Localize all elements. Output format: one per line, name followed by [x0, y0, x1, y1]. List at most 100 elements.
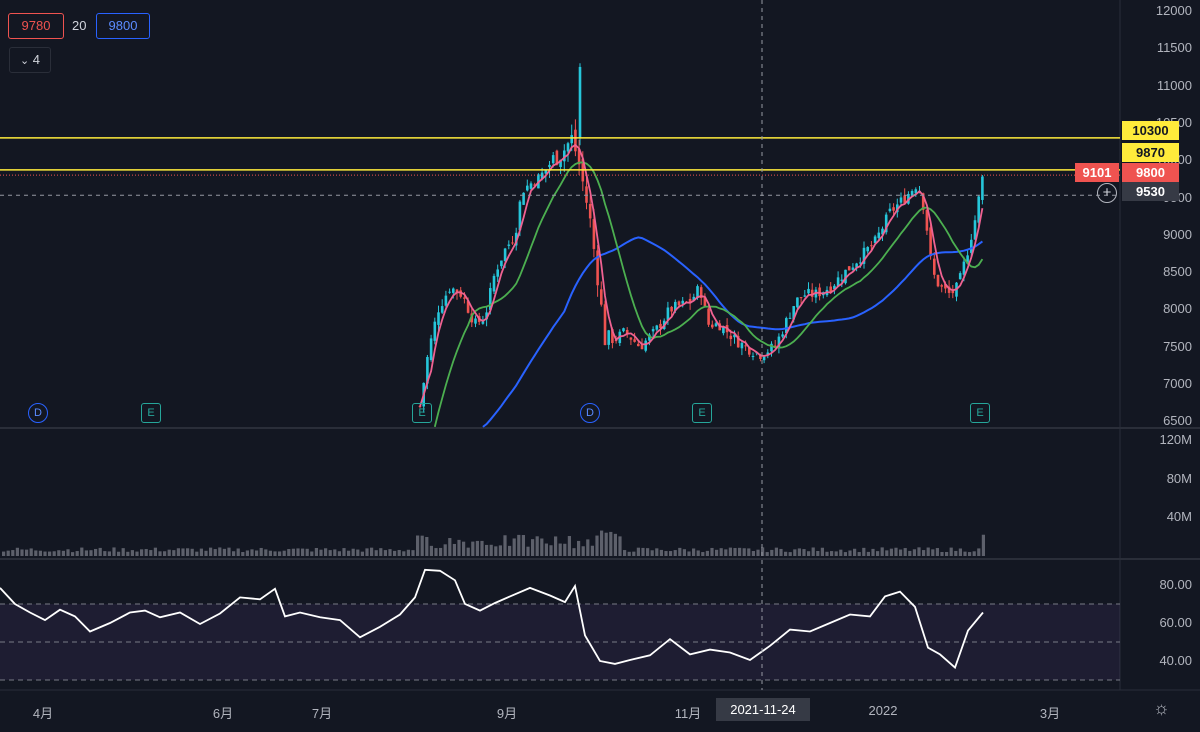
candle-body — [433, 321, 437, 341]
candle-body — [681, 300, 684, 304]
candle-body — [855, 263, 858, 268]
volume-bar — [655, 548, 659, 556]
volume-bar — [526, 546, 530, 556]
volume-bar — [163, 551, 167, 556]
volume-bar — [425, 536, 429, 556]
earnings-marker[interactable]: E — [970, 403, 990, 423]
volume-bar — [80, 547, 84, 556]
volume-bar — [512, 538, 516, 556]
volume-bar — [641, 547, 645, 556]
candle-body — [588, 204, 592, 219]
candle-body — [578, 66, 582, 138]
ma2-value-box[interactable]: 9800 — [96, 13, 150, 39]
earnings-marker[interactable]: E — [141, 403, 161, 423]
volume-bar — [319, 549, 323, 556]
earnings-marker[interactable]: E — [692, 403, 712, 423]
volume-bar — [324, 548, 328, 556]
chevron-down-icon: ⌄ — [19, 55, 30, 67]
volume-bar — [540, 538, 544, 556]
moving-averages — [419, 143, 984, 428]
dividend-marker[interactable]: D — [28, 403, 48, 423]
candle-body — [714, 323, 718, 327]
price-tick: 6500 — [1163, 413, 1192, 429]
candle-body — [840, 279, 844, 281]
candle-body — [722, 326, 725, 334]
volume-bar — [466, 547, 470, 556]
volume-bar — [949, 547, 953, 556]
volume-bar — [710, 547, 714, 556]
volume-bar — [282, 550, 286, 556]
candle-body — [970, 239, 973, 253]
candle-body — [585, 186, 588, 203]
volume-bar — [567, 536, 571, 556]
earnings-marker[interactable]: E — [412, 403, 432, 423]
candle-body — [796, 297, 799, 308]
volume-bar — [848, 550, 852, 556]
candle-body — [448, 291, 451, 293]
candle-body — [677, 301, 681, 306]
volume-bar — [103, 551, 107, 556]
candle-body — [933, 258, 936, 275]
ma-blue-line — [482, 236, 984, 428]
volume-bar — [360, 551, 364, 556]
settings-gear-icon[interactable]: ☼ — [1153, 698, 1170, 718]
volume-bar — [66, 549, 70, 556]
volume-bar — [669, 551, 673, 556]
candle-body — [729, 335, 733, 340]
time-tick: 4月 — [32, 706, 54, 721]
volume-bar — [337, 551, 341, 556]
volume-bar — [853, 548, 857, 556]
price-tick: 11000 — [1156, 77, 1192, 93]
ma2-value: 9800 — [108, 18, 138, 33]
dividend-marker[interactable]: D — [580, 403, 600, 423]
candle-body — [944, 283, 947, 289]
volume-bar — [388, 549, 392, 556]
volume-bar — [259, 547, 263, 556]
candle-body — [851, 267, 855, 270]
volume-bar — [370, 547, 374, 556]
volume-bar — [692, 548, 696, 556]
volume-bar — [25, 549, 29, 556]
volume-bar — [604, 532, 608, 556]
volume-bar — [958, 548, 962, 556]
volume-bar — [2, 551, 6, 556]
volume-bar — [153, 547, 157, 556]
candle-body — [452, 288, 455, 293]
ma1-value-box[interactable]: 9780 — [8, 13, 64, 39]
volume-bar — [719, 548, 723, 556]
volume-bar — [75, 551, 79, 556]
volume-bar — [963, 551, 967, 556]
volume-bar — [186, 548, 190, 556]
volume-bar — [11, 550, 15, 556]
volume-bar — [98, 547, 102, 556]
price-tick: 7500 — [1163, 338, 1192, 354]
volume-bar — [158, 551, 162, 556]
time-tick: 2022 — [868, 703, 898, 718]
candlesticks — [418, 63, 984, 413]
volume-bar — [503, 535, 507, 556]
volume-bar — [38, 550, 42, 556]
volume-bar — [107, 551, 111, 556]
volume-bar — [673, 550, 677, 556]
volume-bar — [351, 548, 355, 556]
collapse-button[interactable]: ⌄ 4 — [9, 47, 51, 73]
candle-body — [670, 306, 673, 312]
volume-bar — [305, 548, 309, 556]
volume-bar — [696, 550, 700, 556]
candle-body — [603, 304, 607, 346]
candle-body — [633, 339, 636, 342]
candle-body — [977, 196, 980, 223]
volume-bar — [34, 550, 38, 556]
candle-body — [696, 286, 699, 298]
last-left-tag: 9101 — [1075, 163, 1119, 182]
volume-bar — [172, 550, 176, 556]
candle-body — [622, 328, 625, 332]
volume-bar — [296, 548, 300, 556]
candle-body — [929, 227, 932, 257]
volume-bar — [6, 550, 10, 556]
volume-bar — [784, 551, 788, 556]
volume-bar — [558, 543, 562, 556]
volume-bar — [94, 548, 98, 556]
add-alert-icon[interactable]: + — [1097, 183, 1117, 203]
